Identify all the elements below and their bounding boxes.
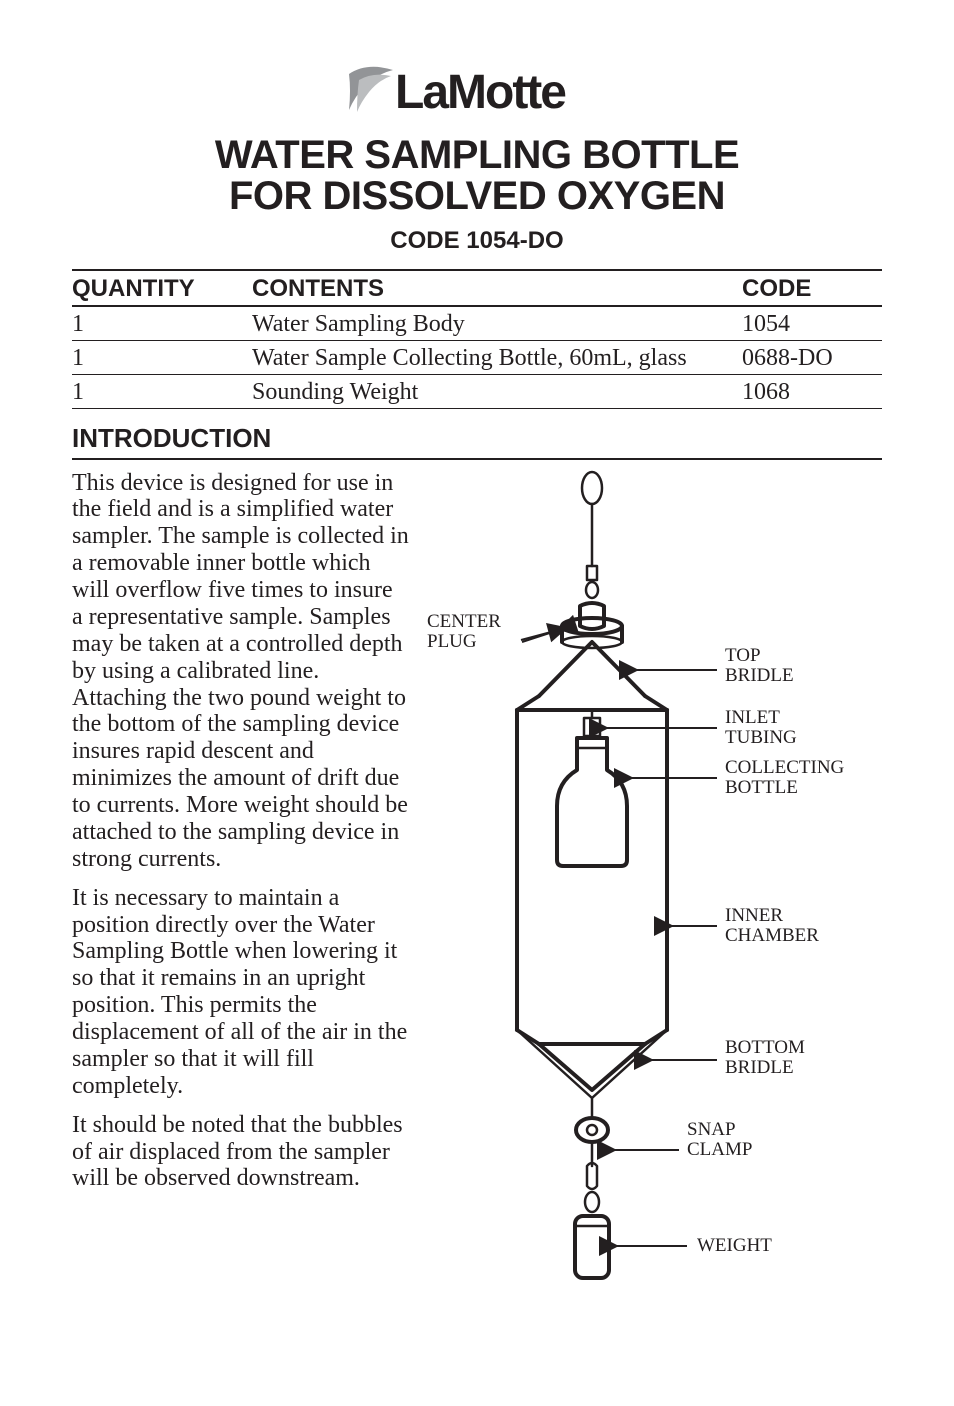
- label-inner-chamber-l1: INNER: [725, 905, 783, 926]
- label-inlet-tubing-l2: TUBING: [725, 727, 797, 748]
- label-bottom-bridle-l2: BRIDLE: [725, 1057, 794, 1078]
- header-contents: CONTENTS: [252, 270, 742, 306]
- contents-table: QUANTITY CONTENTS CODE 1 Water Sampling …: [72, 269, 882, 409]
- body-area: This device is designed for use in the f…: [72, 470, 882, 1330]
- cell-qty: 1: [72, 340, 252, 374]
- label-inlet-tubing: INLET TUBING: [725, 708, 797, 749]
- label-top-bridle-l2: BRIDLE: [725, 665, 794, 686]
- svg-text:LaMotte: LaMotte: [395, 66, 566, 119]
- cell-desc: Sounding Weight: [252, 374, 742, 408]
- body-text: This device is designed for use in the f…: [72, 470, 409, 1330]
- table-row: 1 Water Sample Collecting Bottle, 60mL, …: [72, 340, 882, 374]
- label-collecting-bottle-l1: COLLECTING: [725, 757, 844, 778]
- label-collecting-bottle-l2: BOTTLE: [725, 777, 798, 798]
- label-weight: WEIGHT: [697, 1236, 772, 1257]
- label-snap-clamp-l2: CLAMP: [687, 1139, 752, 1160]
- section-rule: [72, 458, 882, 460]
- main-title-line1: WATER SAMPLING BOTTLE: [72, 135, 882, 176]
- intro-paragraph-1: This device is designed for use in the f…: [72, 470, 409, 873]
- cell-desc: Water Sample Collecting Bottle, 60mL, gl…: [252, 340, 742, 374]
- table-row: 1 Sounding Weight 1068: [72, 374, 882, 408]
- sampler-diagram: CENTER PLUG TOP BRIDLE INLET TUBING COLL…: [427, 470, 882, 1330]
- label-inner-chamber: INNER CHAMBER: [725, 906, 819, 947]
- header-quantity: QUANTITY: [72, 270, 252, 306]
- cell-code: 0688-DO: [742, 340, 882, 374]
- cell-qty: 1: [72, 306, 252, 341]
- label-snap-clamp-l1: SNAP: [687, 1119, 736, 1140]
- label-snap-clamp: SNAP CLAMP: [687, 1120, 752, 1161]
- label-center-plug-l2: PLUG: [427, 631, 477, 652]
- table-row: 1 Water Sampling Body 1054: [72, 306, 882, 341]
- label-inlet-tubing-l1: INLET: [725, 707, 780, 728]
- label-center-plug: CENTER PLUG: [427, 612, 501, 653]
- label-top-bridle: TOP BRIDLE: [725, 646, 794, 687]
- cell-qty: 1: [72, 374, 252, 408]
- intro-paragraph-3: It should be noted that the bubbles of a…: [72, 1112, 409, 1193]
- intro-heading: INTRODUCTION: [72, 423, 882, 454]
- main-title-line2: FOR DISSOLVED OXYGEN: [72, 176, 882, 217]
- label-collecting-bottle: COLLECTING BOTTLE: [725, 758, 844, 799]
- cell-code: 1068: [742, 374, 882, 408]
- label-top-bridle-l1: TOP: [725, 645, 761, 666]
- label-center-plug-l1: CENTER: [427, 611, 501, 632]
- main-title: WATER SAMPLING BOTTLE FOR DISSOLVED OXYG…: [72, 135, 882, 217]
- logo: LaMotte: [72, 60, 882, 127]
- code-line: CODE 1054-DO: [72, 227, 882, 255]
- header-code: CODE: [742, 270, 882, 306]
- label-bottom-bridle-l1: BOTTOM: [725, 1037, 805, 1058]
- cell-code: 1054: [742, 306, 882, 341]
- label-inner-chamber-l2: CHAMBER: [725, 925, 819, 946]
- label-weight-text: WEIGHT: [697, 1235, 772, 1256]
- label-bottom-bridle: BOTTOM BRIDLE: [725, 1038, 805, 1079]
- cell-desc: Water Sampling Body: [252, 306, 742, 341]
- table-header-row: QUANTITY CONTENTS CODE: [72, 270, 882, 306]
- intro-paragraph-2: It is necessary to maintain a position d…: [72, 885, 409, 1100]
